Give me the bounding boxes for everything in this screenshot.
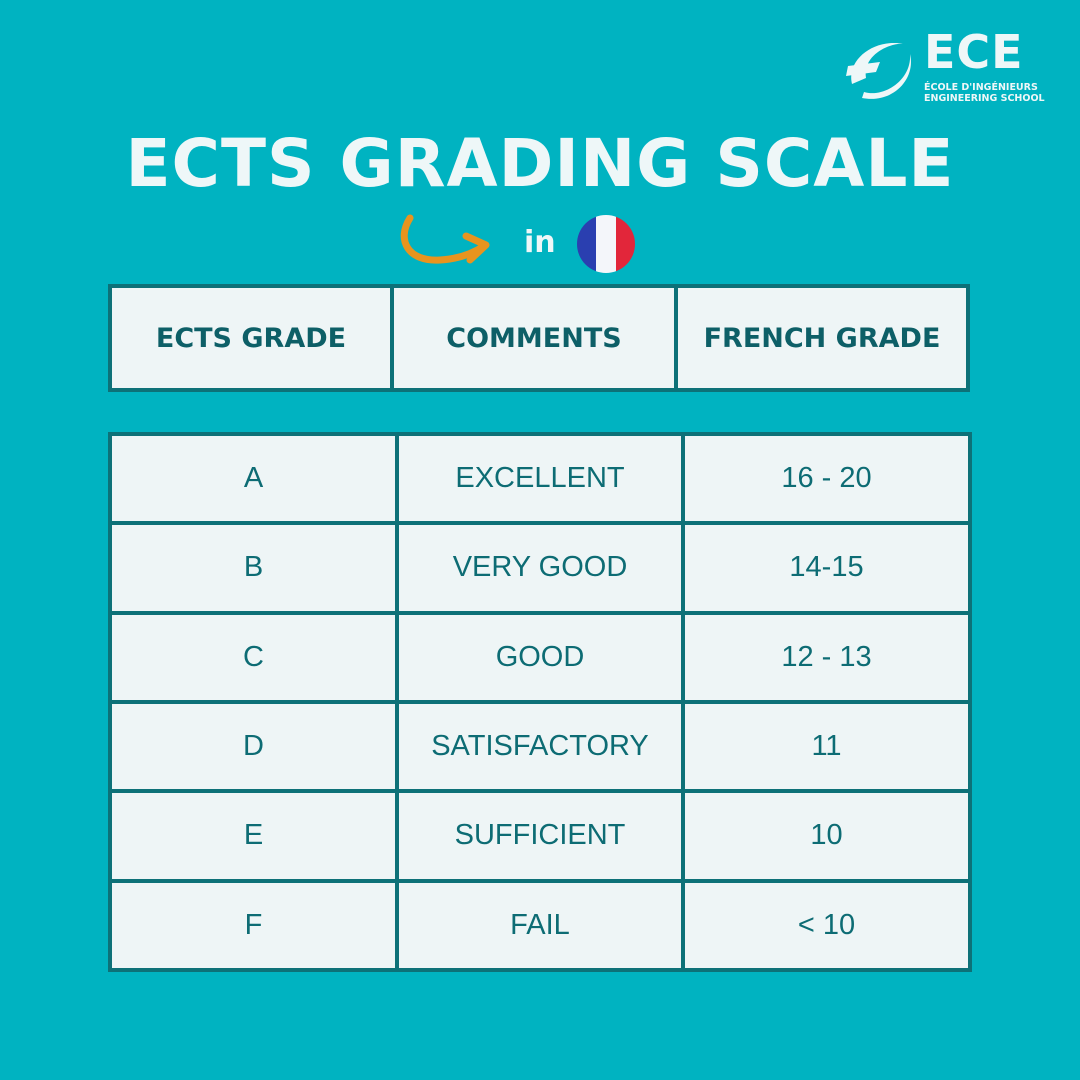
france-flag-icon: [577, 215, 635, 273]
row-d-comment: SATISFACTORY: [399, 704, 681, 790]
row-e-french: 10: [685, 793, 968, 879]
ece-logo: ECE ÉCOLE D'INGÉNIEURS ENGINEERING SCHOO…: [844, 26, 1054, 110]
header-french-grade: FRENCH GRADE: [678, 288, 966, 388]
row-f-grade: F: [112, 882, 395, 968]
logo-wordmark: ECE: [924, 25, 1024, 79]
row-a-comment: EXCELLENT: [399, 436, 681, 522]
row-f-comment: FAIL: [399, 882, 681, 968]
header-comments: COMMENTS: [394, 288, 674, 388]
logo-subtitle-line2: ENGINEERING SCHOOL: [924, 93, 1045, 104]
row-f-french: < 10: [685, 882, 968, 968]
logo-subtitle-line1: ÉCOLE D'INGÉNIEURS: [924, 82, 1038, 93]
row-a-grade: A: [112, 436, 395, 522]
row-c-french: 12 - 13: [685, 614, 968, 700]
subtitle-in-label: in: [524, 225, 556, 260]
row-b-comment: VERY GOOD: [399, 525, 681, 611]
ece-swoosh-icon: [846, 43, 911, 99]
grades-table: A EXCELLENT 16 - 20 B VERY GOOD 14-15 C …: [108, 432, 972, 972]
row-d-french: 11: [685, 704, 968, 790]
row-d-grade: D: [112, 704, 395, 790]
row-b-french: 14-15: [685, 525, 968, 611]
row-e-comment: SUFFICIENT: [399, 793, 681, 879]
row-c-grade: C: [112, 614, 395, 700]
row-c-comment: GOOD: [399, 614, 681, 700]
page-title: ECTS GRADING SCALE: [125, 125, 955, 202]
row-b-grade: B: [112, 525, 395, 611]
header-ects-grade: ECTS GRADE: [112, 288, 390, 388]
curved-arrow-icon: [400, 214, 490, 264]
row-e-grade: E: [112, 793, 395, 879]
header-table: ECTS GRADE COMMENTS FRENCH GRADE: [108, 284, 970, 392]
row-a-french: 16 - 20: [685, 436, 968, 522]
